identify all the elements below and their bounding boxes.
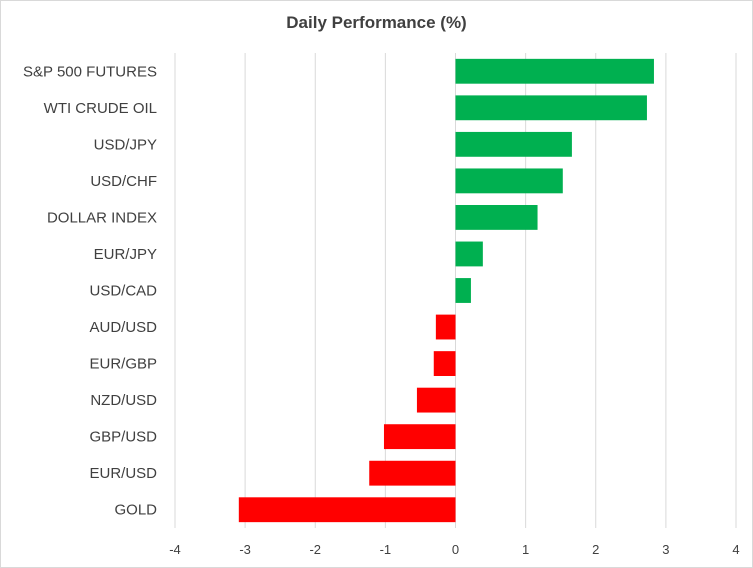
x-tick-label: 0 <box>452 542 459 557</box>
bar <box>455 95 647 121</box>
category-label: EUR/GBP <box>89 356 157 373</box>
bar <box>435 314 456 340</box>
x-axis-ticks: -4 -3 -2 -1 0 1 2 3 4 <box>169 542 739 557</box>
category-label: EUR/JPY <box>94 246 157 263</box>
category-label: AUD/USD <box>89 319 157 336</box>
category-label: DOLLAR INDEX <box>47 209 157 226</box>
x-tick-label: 4 <box>732 542 739 557</box>
category-label: USD/CHF <box>90 173 157 190</box>
x-tick-label: -1 <box>380 542 392 557</box>
bar <box>383 424 456 450</box>
bar <box>455 168 563 194</box>
bars <box>238 58 654 523</box>
bar <box>238 497 456 523</box>
category-label: USD/CAD <box>89 283 157 300</box>
category-label: EUR/USD <box>89 465 157 482</box>
bar <box>416 387 456 413</box>
x-tick-label: -3 <box>239 542 251 557</box>
category-label: USD/JPY <box>94 136 157 153</box>
bar <box>455 241 483 267</box>
x-tick-label: 2 <box>592 542 599 557</box>
chart-title: Daily Performance (%) <box>286 13 467 32</box>
category-labels: S&P 500 FUTURES WTI CRUDE OIL USD/JPY USD/C… <box>23 63 157 518</box>
x-tick-label: 3 <box>662 542 669 557</box>
x-tick-label: -4 <box>169 542 181 557</box>
bar <box>455 131 572 157</box>
bar <box>369 460 456 486</box>
bar <box>455 58 654 84</box>
category-label: NZD/USD <box>90 392 157 409</box>
category-label: S&P 500 FUTURES <box>23 63 157 80</box>
bar <box>455 278 471 303</box>
category-label: GOLD <box>114 502 157 519</box>
category-label: GBP/USD <box>89 429 157 446</box>
x-tick-label: -2 <box>309 542 321 557</box>
x-tick-label: 1 <box>522 542 529 557</box>
category-label: WTI CRUDE OIL <box>44 100 157 117</box>
bar <box>455 205 538 230</box>
bar <box>433 351 456 376</box>
